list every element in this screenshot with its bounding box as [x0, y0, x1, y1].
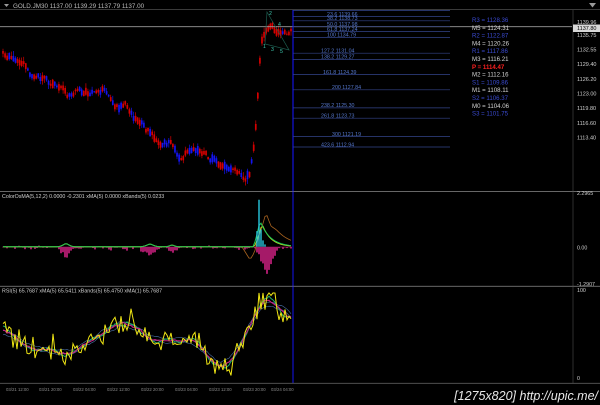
svg-text:03/22 20:00: 03/22 20:00 — [141, 387, 164, 392]
svg-text:R2 = 1122.87: R2 = 1122.87 — [472, 33, 509, 40]
svg-text:03/23 12:00: 03/23 12:00 — [209, 387, 232, 392]
svg-text:1132.55: 1132.55 — [577, 48, 596, 54]
svg-text:ColorOsMA(5,12,2) 0.0000 -0.23: ColorOsMA(5,12,2) 0.0000 -0.2301 xMA(5) … — [2, 194, 164, 200]
svg-text:1119.80: 1119.80 — [577, 106, 596, 112]
svg-text:RSI(5) 65.7687 xMA(5) 65.541: RSI(5) 65.7687 xMA(5) 65.5411 xBands(5) … — [2, 289, 162, 295]
svg-text:1126.20: 1126.20 — [577, 77, 596, 83]
svg-text:03/21 12:00: 03/21 12:00 — [6, 387, 29, 392]
svg-text:R3 = 1128.36: R3 = 1128.36 — [472, 17, 509, 24]
svg-text:1: 1 — [263, 44, 266, 50]
svg-text:100: 100 — [577, 288, 586, 294]
svg-text:03/22 12:00: 03/22 12:00 — [107, 387, 130, 392]
svg-text:0.00: 0.00 — [577, 245, 587, 251]
svg-text:238.2 1125.30: 238.2 1125.30 — [321, 103, 355, 109]
svg-text:161.8 1124.39: 161.8 1124.39 — [323, 70, 357, 76]
svg-text:R1 = 1117.86: R1 = 1117.86 — [472, 48, 508, 55]
svg-text:S2 = 1106.37: S2 = 1106.37 — [472, 95, 509, 102]
svg-text:M0 = 1104.06: M0 = 1104.06 — [472, 103, 510, 110]
svg-text:S3 = 1101.75: S3 = 1101.75 — [472, 111, 509, 118]
svg-text:M5 = 1124.31: M5 = 1124.31 — [472, 25, 510, 32]
svg-text:S1 = 1109.86: S1 = 1109.86 — [472, 79, 509, 86]
svg-text:423.6 1112.94: 423.6 1112.94 — [321, 142, 354, 148]
svg-text:300 1121.19: 300 1121.19 — [332, 132, 361, 138]
svg-text:200 1127.84: 200 1127.84 — [332, 85, 361, 91]
svg-text:[1275x820] http://upic.me/: [1275x820] http://upic.me/ — [453, 389, 599, 403]
svg-text:100 1134.79: 100 1134.79 — [327, 33, 356, 39]
svg-text:2: 2 — [269, 11, 272, 17]
svg-text:127.2 1131.04: 127.2 1131.04 — [321, 49, 355, 55]
svg-text:M1 = 1108.11: M1 = 1108.11 — [472, 87, 509, 94]
svg-text:0: 0 — [577, 376, 580, 382]
svg-text:03/23 04:00: 03/23 04:00 — [175, 387, 198, 392]
svg-text:03/22 04:00: 03/22 04:00 — [73, 387, 96, 392]
svg-text:1113.40: 1113.40 — [577, 136, 596, 142]
svg-text:5: 5 — [280, 49, 283, 55]
svg-text:M3 = 1116.21: M3 = 1116.21 — [472, 56, 509, 63]
svg-text:03/24 04:00: 03/24 04:00 — [271, 387, 294, 392]
svg-text:M4 = 1120.26: M4 = 1120.26 — [472, 40, 510, 47]
svg-text:03/23 20:00: 03/23 20:00 — [243, 387, 266, 392]
svg-text:138.2 1129.27: 138.2 1129.27 — [321, 55, 355, 61]
svg-text:3: 3 — [271, 47, 274, 53]
svg-text:4: 4 — [278, 22, 281, 28]
svg-text:03/21 20:00: 03/21 20:00 — [39, 387, 62, 392]
svg-text:M2 = 1112.16: M2 = 1112.16 — [472, 72, 509, 79]
svg-text:1123.00: 1123.00 — [577, 92, 596, 98]
svg-text:1137.80: 1137.80 — [577, 26, 596, 32]
svg-text:GOLD.JM30 1137.00 1139.29 11: GOLD.JM30 1137.00 1139.29 1137.79 1137.0… — [13, 3, 145, 10]
svg-text:P = 1114.47: P = 1114.47 — [472, 64, 505, 71]
svg-text:1129.40: 1129.40 — [577, 62, 596, 68]
svg-text:261.8 1123.73: 261.8 1123.73 — [321, 114, 355, 120]
svg-text:2.2965: 2.2965 — [577, 191, 593, 197]
svg-text:1135.75: 1135.75 — [577, 33, 596, 39]
svg-text:1116.60: 1116.60 — [577, 121, 596, 127]
